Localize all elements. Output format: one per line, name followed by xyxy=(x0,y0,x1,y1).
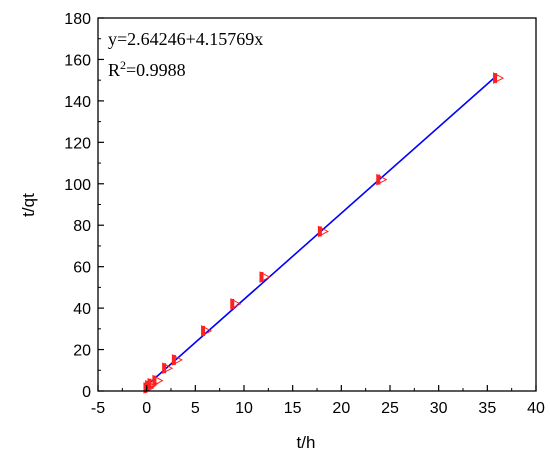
chart-ticks: -5 0 5 10 15 20 25 30 35 400204060801001201401601… xyxy=(64,11,545,417)
data-point xyxy=(162,362,174,375)
data-point xyxy=(493,72,505,84)
y-tick-label: 40 xyxy=(73,301,91,318)
plot-frame xyxy=(97,17,537,392)
x-tick-label: -5 xyxy=(91,400,105,417)
y-tick-label: 140 xyxy=(64,94,91,111)
y-tick-label: 80 xyxy=(73,218,91,235)
y-axis-title: t/qt xyxy=(19,193,38,217)
chart-marks xyxy=(143,72,505,394)
y-tick-label: 160 xyxy=(64,52,91,69)
r-squared-value: =0.9988 xyxy=(126,60,186,80)
y-tick-label: 0 xyxy=(82,384,91,401)
y-tick-label: 100 xyxy=(64,177,91,194)
data-point xyxy=(376,173,388,186)
x-tick-label: 35 xyxy=(478,400,496,417)
r-squared-sup: 2 xyxy=(120,58,126,72)
x-tick-label: 0 xyxy=(142,400,151,417)
data-point xyxy=(152,374,164,387)
fit-line xyxy=(146,74,498,386)
x-tick-label: 30 xyxy=(430,400,448,417)
x-tick-label: 20 xyxy=(332,400,350,417)
y-tick-label: 20 xyxy=(73,343,91,360)
x-tick-label: 15 xyxy=(284,400,302,417)
data-point xyxy=(317,225,329,238)
data-point xyxy=(259,271,271,283)
r-squared-base: R xyxy=(108,60,120,80)
y-tick-label: 60 xyxy=(73,260,91,277)
x-tick-label: 40 xyxy=(527,400,545,417)
y-tick-label: 120 xyxy=(64,135,91,152)
r-squared-label: R2=0.9988 xyxy=(108,58,186,80)
data-point xyxy=(201,325,213,337)
x-tick-label: 5 xyxy=(191,400,200,417)
fit-equation: y=2.64246+4.15769x xyxy=(108,29,263,49)
data-point xyxy=(230,298,242,310)
x-tick-label: 25 xyxy=(381,400,399,417)
x-axis-title: t/h xyxy=(297,433,316,452)
y-tick-label: 180 xyxy=(64,11,91,28)
data-point xyxy=(171,354,183,366)
x-tick-label: 10 xyxy=(235,400,253,417)
